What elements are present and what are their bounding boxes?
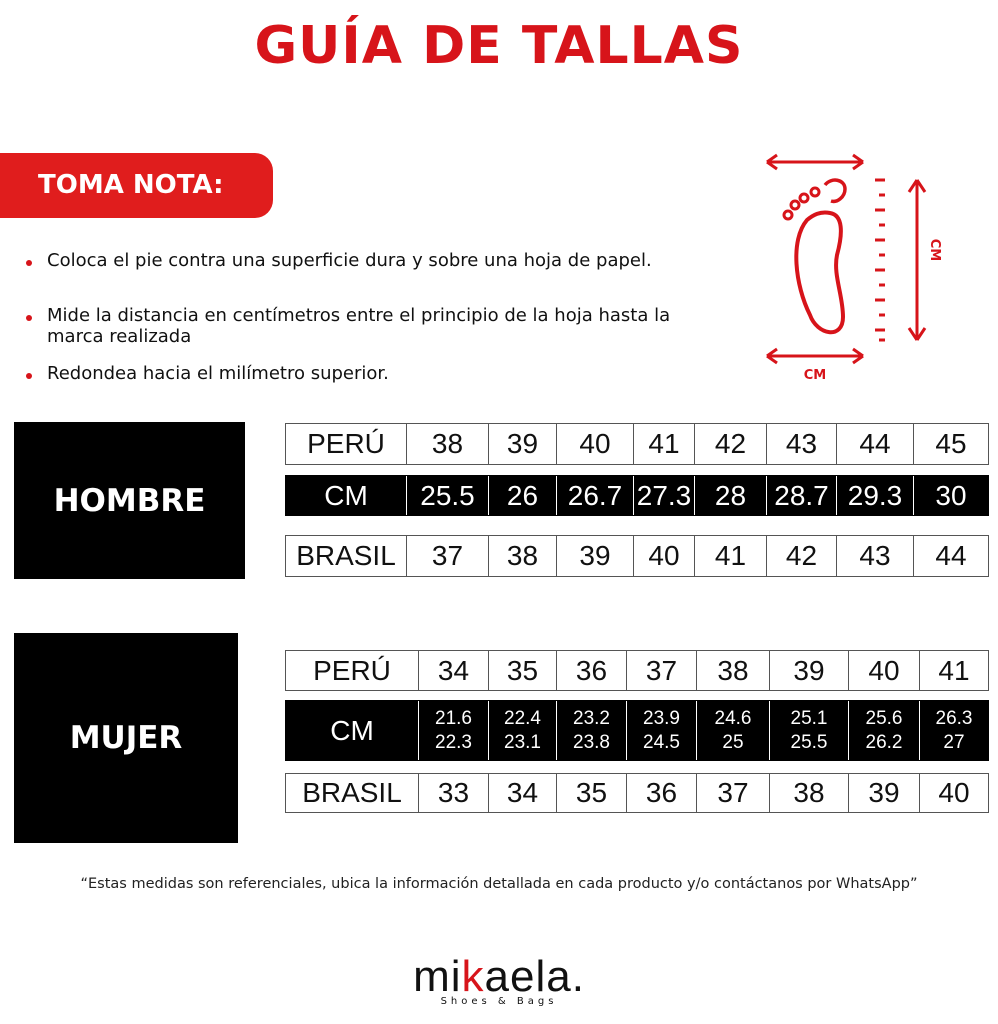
size-cell: 40 xyxy=(556,424,633,464)
size-cell: 42 xyxy=(694,424,766,464)
size-cell: 23.9 24.5 xyxy=(626,701,696,760)
size-cell: 33 xyxy=(418,774,488,812)
cm-range-value: 22.3 xyxy=(435,731,472,753)
cm-range-value: 23.8 xyxy=(573,731,610,753)
size-cell: 38 xyxy=(488,536,556,576)
cm-range-value: 22.4 xyxy=(504,707,541,729)
cm-range-value: 25.1 xyxy=(790,707,828,729)
size-cell: 37 xyxy=(406,536,488,576)
size-cell: 23.2 23.8 xyxy=(556,701,626,760)
size-cell: 43 xyxy=(766,424,836,464)
row-label: BRASIL xyxy=(302,777,402,808)
size-cell: 39 xyxy=(769,651,848,690)
cm-range-value: 26.3 xyxy=(935,707,973,729)
size-cell: 40 xyxy=(919,774,988,812)
size-cell: 44 xyxy=(836,424,913,464)
women-row-cm: CM 21.6 22.3 22.4 23.1 23.2 23.8 23.9 24.5 24.6 25… xyxy=(285,700,989,761)
size-cell: 38 xyxy=(696,651,769,690)
size-cell: 27.3 xyxy=(633,476,694,515)
cm-range-value: 23.2 xyxy=(573,707,610,729)
size-cell: 26.7 xyxy=(556,476,633,515)
size-cell: 40 xyxy=(848,651,919,690)
size-cell: 41 xyxy=(633,424,694,464)
size-cell: 25.6 26.2 xyxy=(848,701,919,760)
size-cell: 34 xyxy=(488,774,556,812)
size-cell: 38 xyxy=(769,774,848,812)
cm-range-value: 25.6 xyxy=(865,707,903,729)
instruction-item: Redondea hacia el milímetro superior. xyxy=(26,363,706,384)
size-cell: 41 xyxy=(919,651,988,690)
cm-range-value: 27 xyxy=(943,731,965,753)
row-label: CM xyxy=(330,714,374,746)
size-cell: 42 xyxy=(766,536,836,576)
size-cell: 39 xyxy=(488,424,556,464)
size-cell: 39 xyxy=(556,536,633,576)
women-row-peru: PERÚ 34 35 36 37 38 39 40 41 xyxy=(285,650,989,691)
cm-range-value: 24.5 xyxy=(643,731,680,753)
size-cell: 35 xyxy=(488,651,556,690)
size-cell: 25.5 xyxy=(406,476,488,515)
size-cell: 36 xyxy=(626,774,696,812)
size-cell: 44 xyxy=(913,536,988,576)
cm-range-value: 25 xyxy=(722,731,744,753)
size-cell: 41 xyxy=(694,536,766,576)
men-label: HOMBRE xyxy=(14,422,245,579)
size-cell: 39 xyxy=(848,774,919,812)
footnote: “Estas medidas son referenciales, ubica … xyxy=(80,876,918,892)
instruction-item: Mide la distancia en centímetros entre e… xyxy=(26,305,706,347)
brand-tagline: Shoes & Bags xyxy=(440,996,558,1007)
size-cell: 29.3 xyxy=(836,476,913,515)
size-cell: 34 xyxy=(418,651,488,690)
size-cell: 45 xyxy=(913,424,988,464)
men-row-brasil: BRASIL 37 38 39 40 41 42 43 44 xyxy=(285,535,989,577)
size-cell: 30 xyxy=(913,476,988,515)
size-cell: 26.3 27 xyxy=(919,701,988,760)
size-cell: 35 xyxy=(556,774,626,812)
cm-label: CM xyxy=(804,368,826,383)
row-label: CM xyxy=(324,479,368,511)
brand-logo: mikaela. Shoes & Bags xyxy=(0,952,998,1007)
row-label: BRASIL xyxy=(296,540,396,571)
men-row-peru: PERÚ 38 39 40 41 42 43 44 45 xyxy=(285,423,989,465)
cm-range-value: 26.2 xyxy=(865,731,903,753)
size-cell: 40 xyxy=(633,536,694,576)
size-cell: 28 xyxy=(694,476,766,515)
size-cell: 26 xyxy=(488,476,556,515)
men-row-cm: CM 25.5 26 26.7 27.3 28 28.7 29.3 30 xyxy=(285,475,989,516)
size-cell: 25.1 25.5 xyxy=(769,701,848,760)
foot-measure-icon: CM CM xyxy=(766,153,942,383)
cm-range-value: 21.6 xyxy=(435,707,472,729)
size-cell: 37 xyxy=(626,651,696,690)
instruction-item: Coloca el pie contra una superficie dura… xyxy=(26,250,706,271)
size-cell: 28.7 xyxy=(766,476,836,515)
size-cell: 24.6 25 xyxy=(696,701,769,760)
cm-label: CM xyxy=(927,239,942,261)
row-label: PERÚ xyxy=(307,428,385,459)
cm-range-value: 23.9 xyxy=(643,707,680,729)
size-cell: 22.4 23.1 xyxy=(488,701,556,760)
size-cell: 36 xyxy=(556,651,626,690)
size-cell: 38 xyxy=(406,424,488,464)
row-label: PERÚ xyxy=(313,654,391,686)
size-cell: 43 xyxy=(836,536,913,576)
cm-range-value: 25.5 xyxy=(790,731,828,753)
size-cell: 37 xyxy=(696,774,769,812)
page-title: GUÍA DE TALLAS xyxy=(254,16,744,76)
size-cell: 21.6 22.3 xyxy=(418,701,488,760)
cm-range-value: 24.6 xyxy=(714,707,752,729)
women-label: MUJER xyxy=(14,633,238,843)
note-tab: TOMA NOTA: xyxy=(0,153,273,218)
women-row-brasil: BRASIL 33 34 35 36 37 38 39 40 xyxy=(285,773,989,813)
cm-range-value: 23.1 xyxy=(504,731,541,753)
